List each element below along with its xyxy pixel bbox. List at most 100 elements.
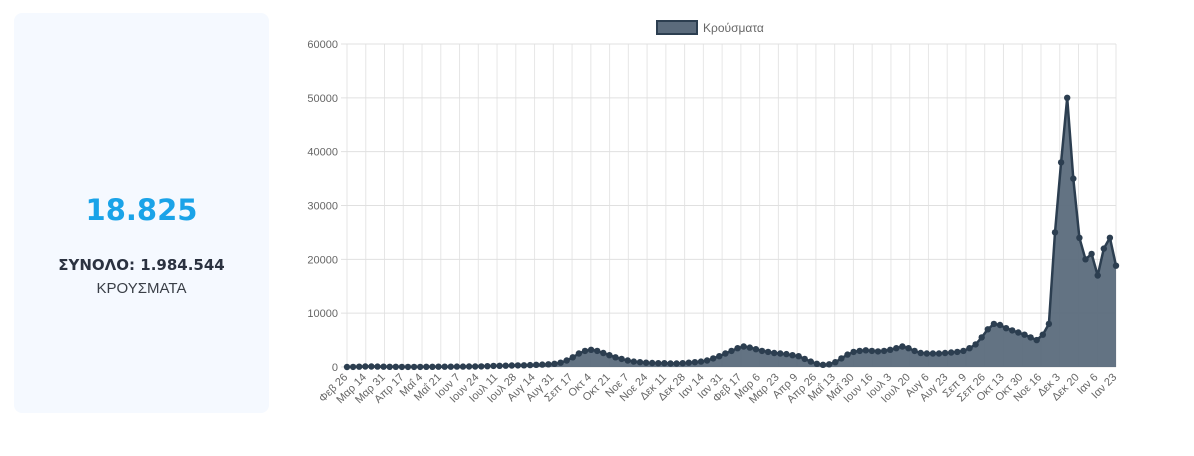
data-point — [697, 358, 705, 365]
data-point — [539, 361, 546, 368]
data-point — [844, 351, 851, 358]
data-point — [545, 361, 552, 368]
data-point — [514, 362, 522, 369]
data-point — [380, 363, 387, 370]
data-point — [850, 348, 857, 356]
cases-subtitle: ΚΡΟΥΣΜΑΤΑ — [96, 280, 187, 297]
data-point — [813, 360, 821, 367]
data-point — [740, 343, 747, 350]
data-point — [978, 334, 985, 341]
data-point — [746, 344, 753, 351]
data-point — [1039, 331, 1047, 338]
data-point — [404, 363, 412, 371]
data-point — [703, 357, 711, 364]
data-point — [710, 355, 717, 362]
data-point — [801, 355, 808, 363]
data-point — [624, 357, 631, 364]
data-point — [526, 361, 534, 369]
data-point — [868, 347, 876, 355]
data-point — [410, 363, 418, 371]
data-point — [722, 350, 729, 357]
data-point — [1076, 234, 1083, 241]
data-point — [1070, 175, 1077, 182]
data-point — [679, 360, 686, 367]
data-point — [465, 363, 473, 370]
data-point — [1088, 250, 1095, 258]
data-point — [392, 363, 399, 370]
y-tick-label: 20000 — [307, 254, 338, 266]
data-point — [563, 357, 570, 364]
data-point — [960, 347, 967, 355]
data-point — [1106, 234, 1114, 241]
data-point — [1057, 159, 1065, 166]
y-tick-label: 50000 — [307, 93, 338, 105]
legend-swatch — [656, 20, 698, 35]
data-point — [1064, 94, 1071, 102]
data-point — [459, 363, 467, 370]
data-point — [1015, 329, 1022, 336]
data-point — [398, 363, 406, 371]
data-point — [899, 343, 906, 350]
data-point — [423, 363, 430, 370]
data-point — [1112, 262, 1120, 269]
data-point — [832, 359, 839, 366]
y-tick-label: 60000 — [307, 39, 338, 51]
data-point — [569, 354, 576, 361]
data-point — [453, 363, 461, 370]
total-cases-label: ΣΥΝΟΛΟ: 1.984.544 — [58, 256, 225, 274]
data-point — [826, 361, 833, 368]
data-point — [490, 362, 497, 370]
legend-label: Κρούσματα — [703, 21, 764, 35]
data-point — [1051, 229, 1059, 236]
data-point — [343, 363, 351, 371]
data-point — [929, 350, 937, 357]
data-point — [551, 360, 558, 367]
data-point — [752, 346, 760, 353]
data-point — [771, 349, 778, 357]
data-point — [520, 362, 528, 369]
data-point — [642, 359, 650, 366]
data-point — [990, 320, 998, 328]
data-point — [972, 341, 979, 348]
data-point — [789, 352, 796, 359]
data-point — [575, 350, 583, 357]
data-point — [1045, 320, 1053, 328]
data-point — [356, 363, 363, 370]
data-point — [856, 347, 863, 355]
data-point — [594, 347, 601, 355]
data-point — [923, 350, 930, 357]
data-point — [649, 359, 656, 367]
data-point — [1094, 272, 1101, 279]
data-point — [1009, 327, 1016, 334]
data-point — [691, 359, 699, 366]
data-point — [636, 359, 644, 366]
data-point — [587, 346, 595, 353]
data-point — [1002, 325, 1010, 332]
data-point — [673, 360, 680, 367]
data-point — [911, 347, 918, 355]
data-point — [685, 359, 692, 366]
data-point — [777, 350, 784, 357]
y-tick-label: 10000 — [307, 308, 338, 320]
data-point — [508, 362, 515, 369]
data-point — [893, 345, 900, 352]
data-point — [472, 363, 479, 370]
daily-cases-value: 18.825 — [85, 193, 198, 227]
data-point — [1100, 245, 1108, 252]
data-point — [417, 363, 424, 371]
data-point — [661, 360, 668, 367]
data-point — [758, 347, 766, 355]
y-tick-label: 30000 — [307, 201, 338, 213]
data-point — [606, 352, 613, 359]
data-point — [728, 347, 735, 355]
data-point — [667, 360, 674, 367]
data-point — [557, 359, 564, 366]
data-point — [905, 345, 912, 352]
data-point — [478, 363, 485, 370]
data-point — [484, 363, 491, 370]
data-point — [734, 345, 741, 352]
data-point — [435, 363, 442, 370]
data-point — [374, 363, 381, 370]
data-point — [996, 321, 1004, 329]
data-point — [349, 363, 357, 371]
